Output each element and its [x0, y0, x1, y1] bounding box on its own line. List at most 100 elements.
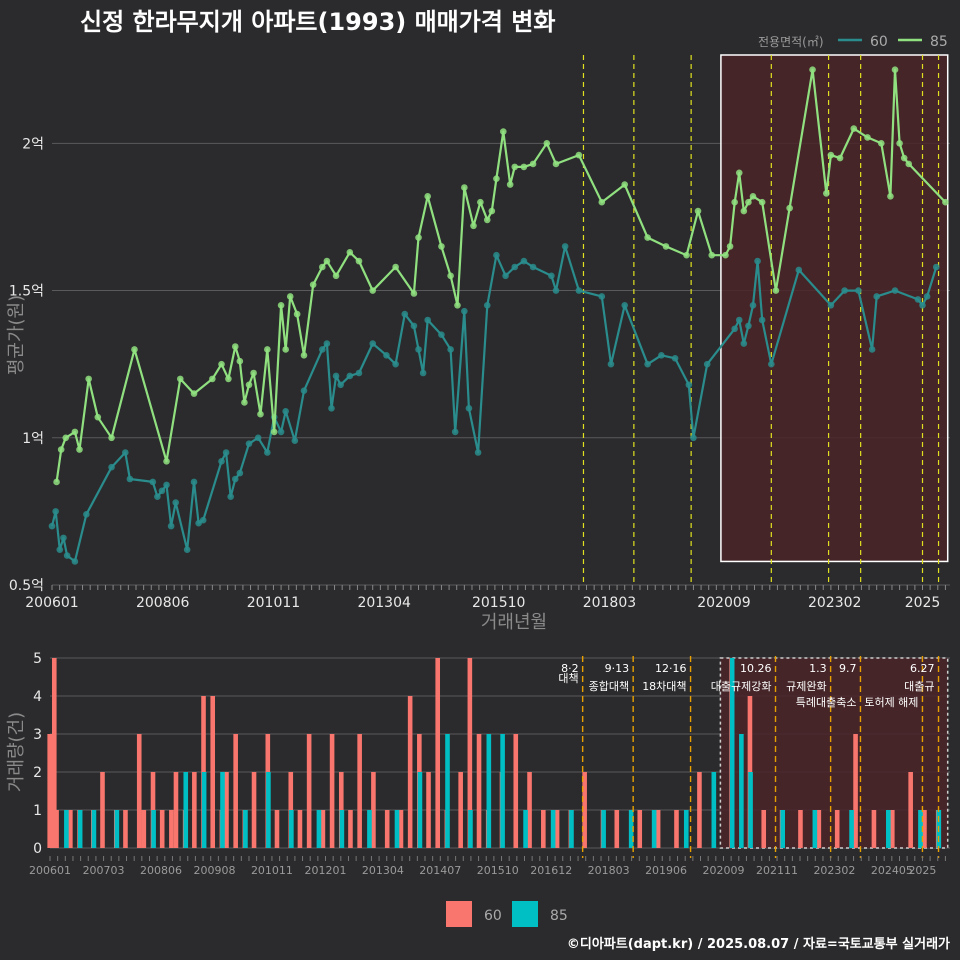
volume-bar-60 — [637, 810, 643, 848]
price-series-line-85 — [55, 68, 947, 483]
price-point-60 — [868, 346, 876, 353]
legend-label-85: 85 — [930, 34, 948, 50]
volume-policy-label: 종합대책 — [589, 680, 629, 693]
volume-bar-60 — [816, 810, 822, 848]
volume-y-tick-label: 1 — [33, 803, 42, 819]
price-point-60 — [415, 346, 422, 353]
price-x-axis-title: 거래년월 — [481, 612, 547, 633]
price-point-60 — [56, 546, 64, 553]
chart-title: 신정 한라무지개 아파트(1993) 매매가격 변화 — [80, 8, 555, 36]
volume-y-axis-title: 거래량(건) — [6, 712, 27, 792]
price-point-60 — [227, 493, 234, 500]
price-point-60 — [48, 522, 56, 530]
price-point-60 — [60, 534, 67, 542]
price-x-tick-label: 200601 — [25, 595, 78, 611]
price-point-85 — [438, 243, 445, 250]
volume-bar-60 — [320, 810, 326, 848]
volume-bar-85 — [739, 734, 744, 848]
volume-bar-60 — [871, 810, 877, 848]
volume-x-tick-label: 200601 — [29, 864, 71, 877]
price-point-60 — [749, 301, 757, 309]
price-point-85 — [76, 446, 83, 453]
price-point-60 — [740, 340, 748, 347]
volume-x-tick-label: 201510 — [477, 864, 519, 877]
volume-bar-85 — [601, 810, 606, 848]
volume-bar-85 — [114, 810, 120, 848]
price-point-60 — [511, 263, 519, 271]
volume-policy-date: 6.27 — [910, 662, 935, 675]
price-y-tick-label: 1억 — [22, 431, 44, 447]
volume-bar-85 — [748, 772, 753, 848]
volume-bar-60 — [853, 734, 858, 848]
price-point-60 — [328, 405, 335, 412]
price-point-60 — [126, 475, 134, 483]
price-point-85 — [483, 216, 491, 224]
volume-bar-60 — [435, 658, 441, 848]
volume-policy-date: 8·2 — [561, 662, 579, 675]
price-point-85 — [644, 234, 651, 241]
volume-bar-85 — [394, 810, 400, 848]
price-x-tick-label: 201510 — [472, 595, 525, 611]
price-point-85 — [511, 163, 519, 171]
price-point-85 — [218, 360, 225, 368]
volume-bar-85 — [780, 810, 786, 848]
price-point-85 — [822, 190, 830, 197]
price-point-60 — [731, 325, 738, 333]
price-point-60 — [735, 316, 743, 324]
price-point-60 — [236, 469, 244, 477]
price-point-85 — [264, 346, 271, 353]
price-point-85 — [877, 140, 885, 147]
volume-bar-85 — [683, 810, 689, 848]
volume-x-tick-label: 201407 — [419, 864, 461, 877]
price-y-tick-label: 1.5억 — [9, 284, 44, 300]
price-y-tick-label: 2억 — [22, 136, 44, 152]
price-point-60 — [552, 287, 560, 294]
volume-bar-60 — [192, 772, 197, 848]
price-point-60 — [183, 546, 191, 553]
price-point-85 — [454, 301, 461, 309]
price-point-85 — [277, 301, 285, 309]
volume-bar-85 — [183, 772, 189, 848]
volume-bar-85 — [500, 734, 505, 848]
price-point-60 — [754, 257, 761, 265]
volume-legend-label-60: 60 — [484, 908, 502, 924]
volume-bar-60 — [384, 810, 390, 848]
volume-bar-60 — [922, 810, 927, 848]
price-point-60 — [493, 251, 500, 259]
price-point-85 — [461, 184, 468, 191]
volume-bar-85 — [367, 810, 372, 848]
price-point-85 — [355, 257, 363, 265]
price-point-85 — [241, 399, 248, 406]
price-point-85 — [424, 193, 431, 200]
price-point-85 — [772, 287, 780, 294]
price-point-85 — [257, 410, 264, 418]
volume-bar-60 — [371, 772, 376, 848]
price-point-60 — [855, 287, 862, 294]
price-point-60 — [122, 449, 129, 456]
price-point-85 — [309, 281, 317, 288]
price-point-60 — [410, 322, 418, 330]
price-point-85 — [887, 193, 894, 200]
price-point-85 — [683, 251, 690, 259]
price-point-60 — [149, 478, 157, 486]
price-point-60 — [319, 346, 326, 353]
volume-bar-85 — [77, 810, 83, 848]
price-point-60 — [245, 440, 253, 447]
volume-bar-60 — [136, 734, 142, 848]
price-point-60 — [483, 301, 491, 309]
price-point-85 — [896, 140, 903, 147]
price-point-85 — [131, 346, 138, 353]
price-point-85 — [392, 263, 399, 271]
volume-x-tick-label: 200806 — [140, 864, 182, 877]
volume-legend-swatch-85 — [512, 901, 538, 927]
volume-bar-60 — [541, 810, 546, 848]
price-point-85 — [477, 198, 484, 206]
price-x-tick-label: 2025 — [905, 595, 941, 611]
price-point-60 — [827, 301, 835, 309]
price-point-85 — [520, 163, 528, 171]
price-point-85 — [282, 346, 289, 353]
price-point-85 — [529, 160, 537, 168]
price-point-85 — [864, 134, 871, 141]
price-point-85 — [598, 198, 606, 206]
price-point-85 — [621, 181, 629, 188]
